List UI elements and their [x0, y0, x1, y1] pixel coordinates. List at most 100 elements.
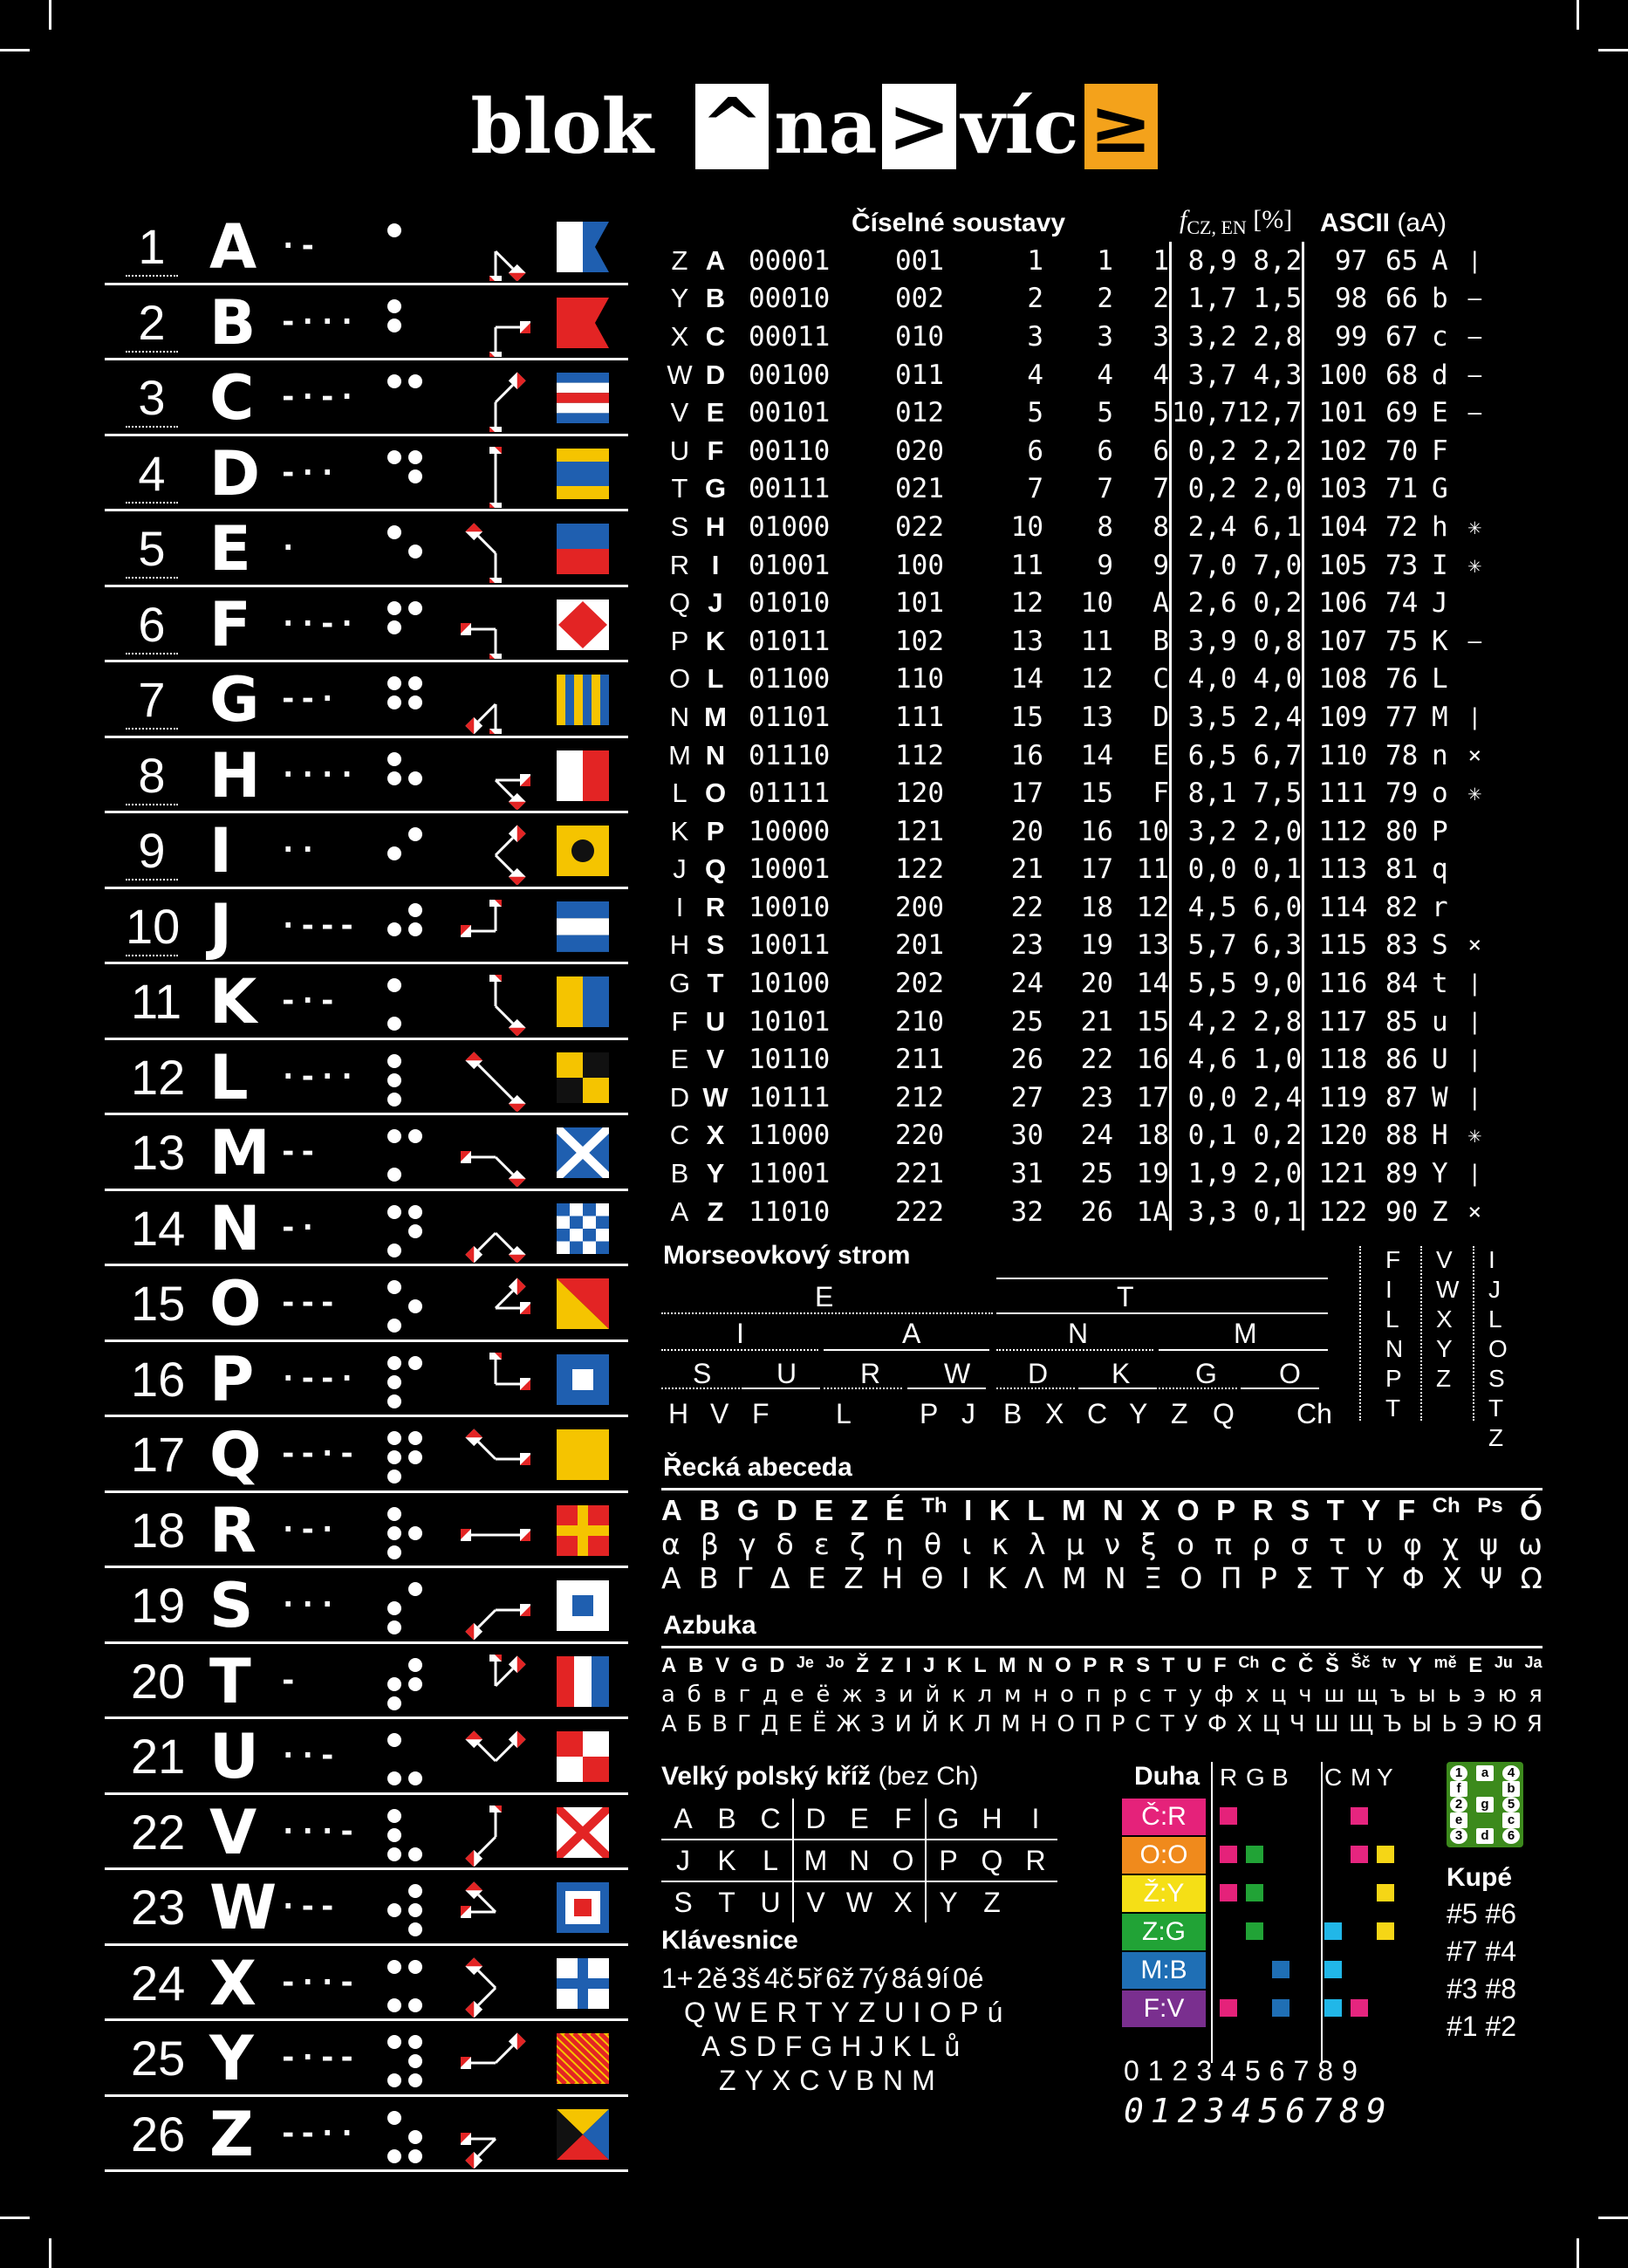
braille-dot [387, 676, 401, 690]
azbuka-letter: Щ [1348, 1711, 1374, 1738]
azbuka-letter: Я [1526, 1711, 1542, 1738]
numsys-cell: J [1431, 587, 1448, 620]
braille-dot [387, 1470, 401, 1483]
azbuka-letter: н [1033, 1682, 1049, 1709]
morse-code: -- [279, 1134, 318, 1169]
azbuka-letter: й [925, 1682, 941, 1709]
numsys-cell: 7,0 [1187, 549, 1237, 581]
numsys-row: L O 01111 120 17 15 F 8,1 7,5 111 79 o ✳ [661, 774, 1488, 812]
morse-tree-line [1078, 1388, 1157, 1390]
numsys-cell: 5 [1027, 397, 1043, 429]
numsys-row: A Z 11010 222 32 26 1A 3,3 0,1 122 90 Z × [661, 1192, 1488, 1231]
numsys-cell: V [670, 397, 689, 428]
letter-number: 22 [131, 1804, 186, 1860]
greek-letter: ν [1104, 1527, 1121, 1562]
duha-row-label: Ž:Y [1122, 1875, 1206, 1913]
keyboard-number-key: 6ž [825, 1963, 855, 1995]
letter-glyph: T [209, 1645, 251, 1717]
semaphore-icon [465, 1805, 502, 1867]
morse-side-letter: Y [1436, 1335, 1453, 1363]
azbuka-letter: Т [1160, 1711, 1174, 1738]
numsys-cell: 0,2 [1187, 435, 1237, 467]
azbuka-letter: Р [1111, 1711, 1125, 1738]
numsys-cell: 75 [1385, 625, 1419, 657]
numsys-cell: 117 [1318, 1005, 1368, 1038]
keyboard-section: Klávesnice 1+ 2ě 3š 4č 5ř 6ž 7ý 8á 9í 0é QWERTYZU… [661, 1926, 1115, 2097]
letter-glyph: W [209, 1872, 277, 1943]
azbuka-letter: V [715, 1654, 729, 1678]
braille-dot [387, 620, 401, 634]
letter-row: 5 E · [105, 511, 628, 587]
kupe-grid-cell: a [1476, 1765, 1494, 1782]
signal-flag-icon [557, 826, 609, 876]
morse-side-letter: F [1385, 1246, 1401, 1274]
braille-cell [387, 902, 422, 936]
azbuka-letter: D [769, 1654, 785, 1678]
braille-dot [408, 1884, 422, 1898]
duha-divider [1321, 1762, 1323, 2064]
greek-letter: Φ [1401, 1561, 1425, 1596]
greek-letter: Ó [1520, 1494, 1542, 1527]
greek-letter: ι [961, 1527, 972, 1562]
azbuka-letter: Ж [836, 1711, 861, 1738]
numsys-cell: N [669, 701, 690, 732]
numsys-cell: 01110 [749, 739, 831, 771]
braille-dot [408, 469, 422, 483]
numsys-cell: 73 [1385, 549, 1419, 581]
morse-side-letter: P [1385, 1365, 1402, 1393]
numsys-cell: | [1467, 1008, 1482, 1035]
numsys-cell: 12 [1113, 888, 1172, 927]
azbuka-letter: Ф [1207, 1711, 1228, 1738]
greek-letter: T [1326, 1494, 1344, 1527]
numsys-cell: 11001 [749, 1158, 831, 1190]
numsys-cell: | [1467, 703, 1482, 730]
braille-dot [387, 1997, 401, 2012]
greek-letter: Υ [1366, 1561, 1385, 1596]
semaphore-icon [494, 1278, 530, 1314]
azbuka-letter: о [1060, 1682, 1074, 1709]
morse-code: -·· [279, 455, 339, 490]
kupe-row: #7 #4 [1447, 1936, 1517, 1968]
numsys-cell: Q [668, 587, 691, 619]
numsys-cell: 1,9 [1187, 1158, 1237, 1190]
greek-latin-row: A B G D E Z É Th I K L M N X O P R S T Y F Ch Ps Ó [661, 1494, 1542, 1527]
numsys-cell: 11 [1113, 850, 1172, 889]
numsys-cell: 99 [1334, 320, 1368, 353]
greek-letter: Ι [961, 1561, 970, 1596]
numsys-cell: o [1431, 778, 1448, 810]
greek-letter: P [1216, 1494, 1236, 1527]
numsys-row: W D 00100 011 4 4 4 3,7 4,3 100 68 d – [661, 355, 1488, 394]
keyboard-heading: Klávesnice [661, 1926, 798, 1956]
keyboard-row-3: ZYXCVBNM [719, 2065, 944, 2097]
azbuka-letter: B [687, 1654, 704, 1678]
crop-mark [49, 2238, 51, 2268]
morse-side-letter: I [1488, 1246, 1495, 1274]
letter-glyph: C [209, 362, 255, 434]
duha-column-label: G [1246, 1764, 1265, 1792]
letter-row: 16 P ·--· [105, 1342, 628, 1417]
numsys-cell: 2,8 [1236, 318, 1305, 356]
braille-dot [408, 1582, 422, 1596]
braille-dot [387, 1847, 401, 1861]
numsys-cell: 24 [1080, 1120, 1113, 1152]
numsys-cell [1461, 888, 1488, 927]
polish-cell: Q [970, 1840, 1014, 1883]
letter-row: 26 Z --·· [105, 2097, 628, 2172]
azbuka-letter: N [1028, 1654, 1043, 1678]
morse-code: ···- [279, 1813, 358, 1849]
letter-glyph: F [209, 588, 251, 661]
letter-row: 1 A ·- [105, 209, 628, 285]
numsys-cell: H [705, 510, 726, 542]
signal-flag-icon [557, 1806, 609, 1858]
signal-flag-icon [557, 1957, 609, 2009]
numsys-cell: ✳ [1467, 1122, 1482, 1149]
braille-dot [387, 978, 401, 992]
letter-number: 1 [126, 218, 178, 277]
braille-dot [387, 846, 401, 860]
braille-cell [387, 1204, 422, 1257]
numsys-cell: G [668, 968, 691, 999]
numsys-cell: 1 [1097, 244, 1113, 277]
